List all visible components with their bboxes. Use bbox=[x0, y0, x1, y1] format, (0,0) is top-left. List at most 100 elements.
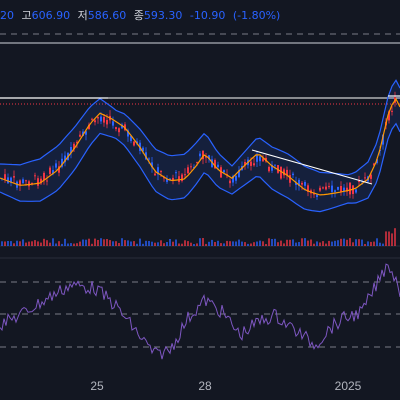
candle-body bbox=[154, 173, 156, 176]
volume-bar bbox=[184, 240, 186, 246]
volume-bar bbox=[4, 241, 6, 246]
candle-body bbox=[151, 162, 153, 168]
candle-body bbox=[157, 167, 159, 175]
volume-bar bbox=[379, 242, 381, 246]
volume-bar bbox=[319, 242, 321, 246]
volume-bar bbox=[187, 241, 189, 246]
candle-body bbox=[280, 166, 282, 179]
candle-body bbox=[172, 177, 174, 181]
volume-bar bbox=[100, 238, 102, 246]
volume-bar bbox=[292, 239, 294, 246]
volume-bar bbox=[73, 243, 75, 246]
candle-body bbox=[340, 186, 342, 192]
candle-body bbox=[256, 155, 258, 162]
candle-body bbox=[49, 167, 51, 174]
candle-body bbox=[259, 156, 261, 162]
volume-bar bbox=[118, 243, 120, 246]
volume-bar bbox=[175, 239, 177, 246]
volume-bar bbox=[61, 243, 63, 246]
volume-bar bbox=[181, 243, 183, 246]
volume-bar bbox=[304, 238, 306, 246]
candle-body bbox=[133, 141, 135, 146]
candle-body bbox=[334, 190, 336, 192]
candle-body bbox=[142, 147, 144, 152]
volume-bar bbox=[298, 242, 300, 246]
candle-body bbox=[55, 163, 57, 168]
candle-body bbox=[271, 164, 273, 171]
candle-body bbox=[391, 110, 393, 112]
close-label: 종 bbox=[133, 9, 144, 22]
volume-bar bbox=[343, 238, 345, 246]
volume-bar bbox=[133, 241, 135, 246]
volume-bar bbox=[130, 241, 132, 246]
candle-body bbox=[343, 187, 345, 192]
candle-body bbox=[229, 180, 231, 184]
volume-bar bbox=[331, 241, 333, 246]
volume-bar bbox=[271, 239, 273, 246]
volume-bar bbox=[388, 231, 390, 246]
volume-bar bbox=[82, 239, 84, 246]
volume-bar bbox=[247, 243, 249, 246]
candle-body bbox=[169, 178, 171, 180]
volume-bar bbox=[127, 240, 129, 246]
volume-bar bbox=[199, 238, 201, 246]
volume-bar bbox=[355, 239, 357, 246]
volume-bar bbox=[280, 240, 282, 246]
candle-body bbox=[175, 172, 177, 174]
candle-body bbox=[205, 156, 207, 158]
volume-bar bbox=[337, 240, 339, 246]
volume-bar bbox=[394, 228, 396, 246]
volume-bar bbox=[358, 239, 360, 246]
volume-bar bbox=[373, 241, 375, 246]
candle-body bbox=[43, 172, 45, 181]
volume-bar bbox=[112, 241, 114, 246]
volume-bar bbox=[52, 238, 54, 246]
candle-body bbox=[25, 180, 27, 182]
volume-bar bbox=[310, 239, 312, 246]
candle-body bbox=[268, 166, 270, 172]
volume-bar bbox=[139, 238, 141, 246]
candle-body bbox=[376, 159, 378, 164]
volume-bar bbox=[385, 231, 387, 246]
candle-body bbox=[28, 181, 30, 187]
low-value: 586.60 bbox=[87, 9, 127, 22]
volume-bar bbox=[55, 243, 57, 246]
volume-bar bbox=[85, 239, 87, 246]
candle-body bbox=[286, 169, 288, 176]
moving-average-line bbox=[0, 97, 400, 196]
x-tick-2025: 2025 bbox=[335, 379, 362, 393]
candle-body bbox=[106, 120, 108, 125]
volume-bar bbox=[22, 239, 24, 246]
volume-bar bbox=[286, 239, 288, 246]
volume-bar bbox=[250, 243, 252, 246]
candle-body bbox=[112, 121, 114, 126]
volume-bar bbox=[322, 241, 324, 246]
candle-body bbox=[19, 180, 21, 186]
candle-body bbox=[103, 117, 105, 123]
candle-body bbox=[295, 182, 297, 185]
volume-bar bbox=[106, 239, 108, 246]
volume-bar bbox=[19, 241, 21, 246]
candle-body bbox=[223, 170, 225, 173]
volume-bar bbox=[325, 243, 327, 246]
candle-body bbox=[187, 167, 189, 174]
volume-bar bbox=[289, 239, 291, 246]
candle-body bbox=[373, 163, 375, 166]
candle-body bbox=[196, 161, 198, 163]
volume-bar bbox=[91, 243, 93, 246]
volume-bar bbox=[214, 242, 216, 246]
change-value: -10.90 bbox=[189, 9, 226, 22]
candle-body bbox=[319, 187, 321, 191]
volume-bar bbox=[64, 238, 66, 246]
high-value: 606.90 bbox=[31, 9, 71, 22]
candle-body bbox=[349, 182, 351, 195]
candle-body bbox=[166, 178, 168, 182]
candle-body bbox=[76, 141, 78, 144]
volume-bar bbox=[349, 238, 351, 246]
candle-body bbox=[208, 155, 210, 159]
volume-bar bbox=[217, 240, 219, 246]
candle-body bbox=[313, 193, 315, 195]
descending-trendline bbox=[251, 149, 373, 185]
volume-bar bbox=[307, 240, 309, 246]
